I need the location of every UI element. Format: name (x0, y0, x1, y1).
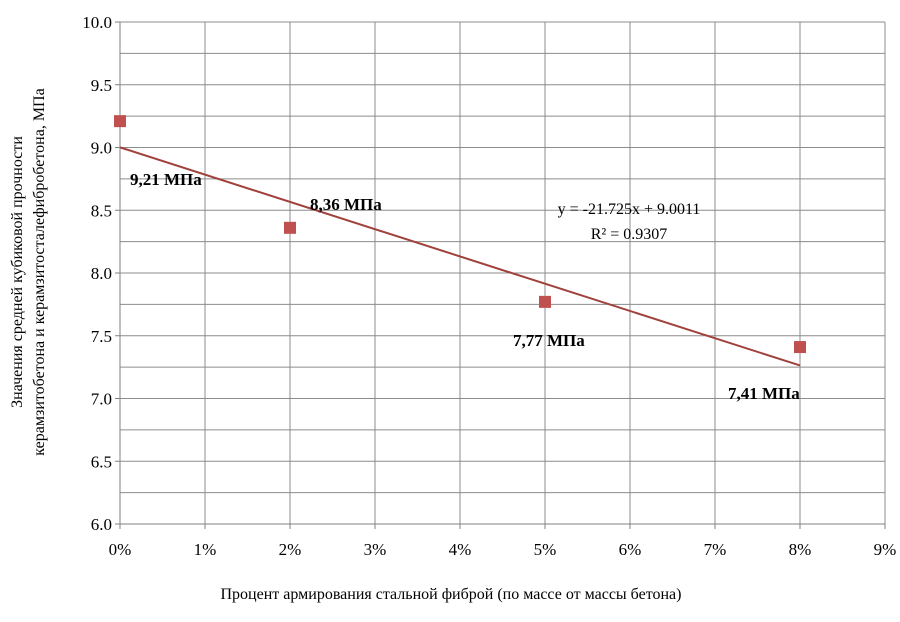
trendline-equation: y = -21.725x + 9.0011 (558, 201, 701, 218)
y-tick-label: 10.0 (82, 13, 112, 32)
x-tick-label: 6% (619, 540, 642, 559)
data-point (284, 221, 296, 234)
y-tick-label: 8.5 (91, 201, 112, 220)
trendline-r-squared: R² = 0.9307 (591, 226, 668, 243)
axes: 6.0 6.5 7.0 7.5 8.0 8.5 9.0 9.5 10.0 0% 1% 2% 3% 4% 5%… (82, 13, 896, 559)
x-tick-label: 7% (704, 540, 727, 559)
data-point (794, 341, 806, 354)
x-tick-label: 2% (279, 540, 302, 559)
data-label: 9,21 МПа (130, 170, 202, 189)
data-point (539, 295, 551, 308)
y-tick-label: 6.0 (91, 515, 112, 534)
data-label: 7,41 МПа (728, 384, 800, 403)
grid-lines (119, 21, 886, 525)
data-label: 7,77 МПа (513, 331, 585, 350)
x-tick-label: 8% (789, 540, 812, 559)
y-tick-label: 8.0 (91, 264, 112, 283)
y-axis-title-line-1: Значения средней кубиковой прочности (9, 136, 26, 408)
data-labels: 9,21 МПа 8,36 МПа 7,77 МПа 7,41 МПа (130, 170, 800, 403)
y-tick-label: 9.0 (91, 139, 112, 158)
x-tick-label: 0% (109, 540, 132, 559)
trendline-layer (119, 146, 801, 367)
x-axis-title: Процент армирования стальной фиброй (по … (221, 586, 682, 603)
x-tick-label: 4% (449, 540, 472, 559)
data-label: 8,36 МПа (310, 195, 382, 214)
y-tick-label: 9.5 (91, 76, 112, 95)
x-tick-label: 5% (534, 540, 557, 559)
x-tick-label: 3% (364, 540, 387, 559)
x-tick-label: 9% (874, 540, 897, 559)
y-tick-label: 7.0 (91, 390, 112, 409)
y-axis-title-line-2: керамзитобетона и керамзитосталефибробет… (31, 88, 48, 455)
y-tick-label: 6.5 (91, 452, 112, 471)
data-point (114, 115, 126, 128)
y-axis-title: Значения средней кубиковой прочности кер… (9, 88, 48, 455)
x-tick-label: 1% (194, 540, 217, 559)
data-markers (114, 115, 806, 354)
y-tick-label: 7.5 (91, 327, 112, 346)
trendline (119, 146, 801, 367)
